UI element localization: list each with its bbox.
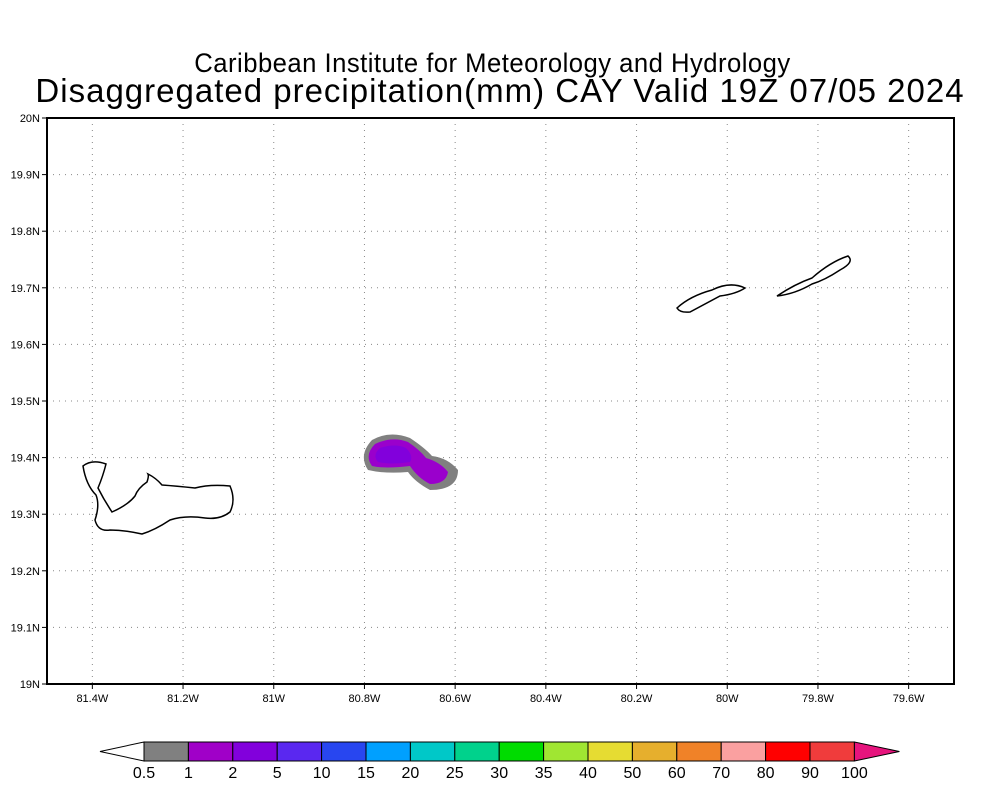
colorbar-bin xyxy=(765,741,811,762)
colorbar-label: 1 xyxy=(184,765,193,782)
title-institute: Caribbean Institute for Meteorology and … xyxy=(194,48,791,78)
lat-tick-label: 19N xyxy=(20,679,40,691)
colorbar-under-arrow xyxy=(99,741,145,762)
lon-tick-label: 79.8W xyxy=(802,693,834,705)
colorbar-label: 2 xyxy=(228,765,237,782)
lat-tick-label: 19.9N xyxy=(11,170,40,182)
gridlines xyxy=(47,117,954,685)
precip-field xyxy=(363,434,458,490)
title-product: Disaggregated precipitation(mm) CAY Vali… xyxy=(35,72,965,109)
colorbar-label: 40 xyxy=(579,765,597,782)
colorbar-label: 0.5 xyxy=(133,765,155,782)
colorbar-label: 100 xyxy=(841,765,868,782)
colorbar-label: 25 xyxy=(446,765,464,782)
lat-tick-label: 19.4N xyxy=(11,453,40,465)
colorbar: 0.5 1 2 5 10 15 20 25 30 35 40 50 60 70 80 90 100 xyxy=(99,741,900,782)
colorbar-bin xyxy=(365,741,411,762)
lat-tick-label: 19.6N xyxy=(11,339,40,351)
precip-contour-2 xyxy=(375,445,412,464)
lon-tick-label: 81.2W xyxy=(167,693,199,705)
cayman-brac xyxy=(776,255,851,297)
lat-tick-label: 19.5N xyxy=(11,396,40,408)
lat-tick-label: 19.7N xyxy=(11,283,40,295)
lon-tick-label: 81W xyxy=(262,693,285,705)
colorbar-label: 5 xyxy=(273,765,282,782)
colorbar-bin xyxy=(409,741,456,762)
colorbar-label: 35 xyxy=(535,765,553,782)
lon-tick-label: 81.4W xyxy=(76,693,108,705)
colorbar-over-arrow xyxy=(853,741,900,762)
lon-tick-label: 80W xyxy=(716,693,739,705)
lat-tick-label: 19.8N xyxy=(11,226,40,238)
colorbar-bin xyxy=(187,741,234,762)
little-cayman xyxy=(676,284,747,313)
lon-tick-label: 80.2W xyxy=(621,693,653,705)
lon-tick-label: 79.6W xyxy=(893,693,925,705)
colorbar-bin xyxy=(143,741,189,762)
colorbar-bin xyxy=(498,741,545,762)
colorbar-label: 80 xyxy=(757,765,775,782)
lon-tick-label: 80.4W xyxy=(530,693,562,705)
colorbar-label: 20 xyxy=(402,765,420,782)
colorbar-bin xyxy=(232,741,278,762)
lat-tick-label: 20N xyxy=(20,113,40,125)
colorbar-bin xyxy=(321,741,367,762)
colorbar-label: 10 xyxy=(313,765,331,782)
colorbar-bin xyxy=(720,741,767,762)
colorbar-bin xyxy=(676,741,722,762)
lat-tick-label: 19.2N xyxy=(11,566,40,578)
colorbar-bin xyxy=(276,741,323,762)
lon-tick-label: 80.8W xyxy=(349,693,381,705)
colorbar-label: 90 xyxy=(801,765,819,782)
colorbar-bin xyxy=(631,741,678,762)
colorbar-bin xyxy=(454,741,500,762)
colorbar-label: 50 xyxy=(624,765,642,782)
lat-tick-label: 19.1N xyxy=(11,622,40,634)
coastlines xyxy=(82,255,851,535)
colorbar-bin xyxy=(587,741,633,762)
colorbar-label: 30 xyxy=(490,765,508,782)
axis-labels: 81.4W 81.2W 81W 80.8W 80.6W 80.4W 80.2W 80W 79.8… xyxy=(11,113,926,705)
grand-cayman xyxy=(82,461,234,535)
colorbar-label: 15 xyxy=(357,765,375,782)
colorbar-label: 60 xyxy=(668,765,686,782)
colorbar-bin xyxy=(543,741,589,762)
colorbar-bin xyxy=(809,741,855,762)
colorbar-label: 70 xyxy=(712,765,730,782)
lon-tick-label: 80.6W xyxy=(439,693,471,705)
lat-tick-label: 19.3N xyxy=(11,509,40,521)
